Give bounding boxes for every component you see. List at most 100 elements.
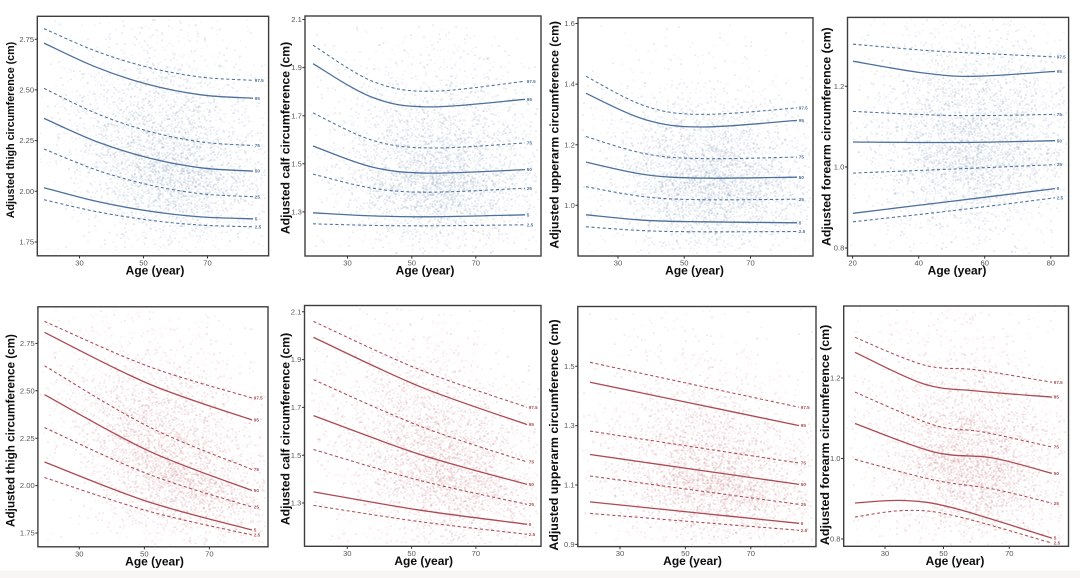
svg-text:1.0: 1.0 xyxy=(834,163,845,172)
svg-text:2.50: 2.50 xyxy=(19,86,34,95)
svg-text:50: 50 xyxy=(254,488,260,493)
svg-text:70: 70 xyxy=(472,549,480,558)
svg-text:2.5: 2.5 xyxy=(529,532,536,537)
svg-text:25: 25 xyxy=(527,186,533,191)
svg-text:1.2: 1.2 xyxy=(834,82,845,91)
svg-text:30: 30 xyxy=(881,549,889,558)
svg-text:2.00: 2.00 xyxy=(19,187,34,196)
svg-text:5: 5 xyxy=(255,216,258,221)
svg-text:0.8: 0.8 xyxy=(834,244,845,253)
svg-text:75: 75 xyxy=(799,155,805,160)
svg-text:97.5: 97.5 xyxy=(255,78,264,83)
svg-text:75: 75 xyxy=(801,461,807,466)
svg-text:1.1: 1.1 xyxy=(564,481,575,490)
svg-text:30: 30 xyxy=(343,549,351,558)
svg-text:1.3: 1.3 xyxy=(291,208,302,217)
svg-text:2.25: 2.25 xyxy=(20,434,35,443)
svg-text:95: 95 xyxy=(529,422,535,427)
svg-text:75: 75 xyxy=(255,143,261,148)
svg-text:2.75: 2.75 xyxy=(19,35,34,44)
svg-text:50: 50 xyxy=(140,549,148,558)
svg-text:50: 50 xyxy=(1057,138,1063,143)
svg-text:1.9: 1.9 xyxy=(291,63,302,72)
svg-text:50: 50 xyxy=(939,549,947,558)
svg-text:2.1: 2.1 xyxy=(291,307,302,316)
svg-text:95: 95 xyxy=(799,118,805,123)
svg-text:1.7: 1.7 xyxy=(291,111,302,120)
svg-text:30: 30 xyxy=(614,259,622,268)
svg-text:5: 5 xyxy=(254,528,257,533)
svg-text:1.3: 1.3 xyxy=(291,499,302,508)
svg-text:0.9: 0.9 xyxy=(564,540,575,549)
svg-text:95: 95 xyxy=(1054,395,1060,400)
svg-text:70: 70 xyxy=(472,259,480,268)
svg-text:50: 50 xyxy=(680,259,688,268)
svg-text:2.00: 2.00 xyxy=(20,481,35,490)
svg-text:Adjusted upperarm circumferenc: Adjusted upperarm circumference (cm) xyxy=(547,21,561,249)
svg-text:1.7: 1.7 xyxy=(291,403,302,412)
svg-text:25: 25 xyxy=(799,197,805,202)
svg-text:2.5: 2.5 xyxy=(801,528,808,533)
svg-text:1.3: 1.3 xyxy=(564,421,575,430)
svg-text:70: 70 xyxy=(1005,549,1013,558)
svg-text:Age (year): Age (year) xyxy=(125,554,184,568)
svg-text:97.5: 97.5 xyxy=(529,405,538,410)
svg-text:1.5: 1.5 xyxy=(291,159,302,168)
svg-text:Adjusted forearm circumference: Adjusted forearm circumference (cm) xyxy=(819,27,833,246)
svg-text:1.4: 1.4 xyxy=(564,80,575,89)
svg-text:2.5: 2.5 xyxy=(255,224,262,229)
svg-text:20: 20 xyxy=(848,259,856,268)
svg-text:Age (year): Age (year) xyxy=(665,264,724,278)
svg-text:80: 80 xyxy=(1047,259,1055,268)
svg-text:75: 75 xyxy=(527,141,533,146)
svg-text:25: 25 xyxy=(1057,162,1063,167)
svg-text:75: 75 xyxy=(1057,112,1063,117)
svg-text:95: 95 xyxy=(255,96,261,101)
svg-text:50: 50 xyxy=(255,169,261,174)
svg-text:5: 5 xyxy=(799,220,802,225)
svg-text:Age (year): Age (year) xyxy=(926,554,985,568)
svg-text:Age (year): Age (year) xyxy=(396,264,455,278)
svg-text:95: 95 xyxy=(527,97,533,102)
svg-text:97.5: 97.5 xyxy=(1057,55,1066,60)
svg-text:50: 50 xyxy=(139,258,147,267)
svg-text:1.75: 1.75 xyxy=(19,238,34,247)
svg-text:25: 25 xyxy=(801,502,807,507)
svg-text:5: 5 xyxy=(801,521,804,526)
svg-text:1.0: 1.0 xyxy=(830,454,841,463)
svg-text:60: 60 xyxy=(980,259,988,268)
svg-text:30: 30 xyxy=(343,259,351,268)
svg-text:30: 30 xyxy=(75,258,83,267)
svg-text:75: 75 xyxy=(529,460,535,465)
svg-text:1.5: 1.5 xyxy=(291,451,302,460)
svg-text:25: 25 xyxy=(254,505,260,510)
svg-text:1.0: 1.0 xyxy=(564,201,575,210)
svg-text:40: 40 xyxy=(914,259,922,268)
svg-text:30: 30 xyxy=(75,549,83,558)
svg-text:2.75: 2.75 xyxy=(20,339,35,348)
svg-text:5: 5 xyxy=(1054,536,1057,541)
svg-text:70: 70 xyxy=(205,549,213,558)
svg-text:50: 50 xyxy=(529,482,535,487)
svg-text:95: 95 xyxy=(1057,69,1063,74)
svg-text:Age (year): Age (year) xyxy=(394,554,453,568)
svg-text:25: 25 xyxy=(255,194,261,199)
svg-text:2.1: 2.1 xyxy=(291,15,302,24)
svg-text:70: 70 xyxy=(747,549,755,558)
svg-text:30: 30 xyxy=(616,549,624,558)
svg-text:Adjusted forearm circumference: Adjusted forearm circumference (cm) xyxy=(818,325,832,545)
svg-text:97.5: 97.5 xyxy=(1054,380,1063,385)
svg-text:Adjusted thigh circumference (: Adjusted thigh circumference (cm) xyxy=(5,334,18,527)
svg-text:5: 5 xyxy=(1057,186,1060,191)
svg-text:70: 70 xyxy=(746,259,754,268)
svg-text:50: 50 xyxy=(1054,471,1060,476)
svg-text:5: 5 xyxy=(529,522,532,527)
svg-text:Age (year): Age (year) xyxy=(928,264,987,278)
svg-text:Age (year): Age (year) xyxy=(126,263,185,277)
svg-text:1.5: 1.5 xyxy=(564,362,575,371)
svg-text:2.5: 2.5 xyxy=(527,222,534,227)
svg-text:75: 75 xyxy=(254,467,260,472)
svg-text:50: 50 xyxy=(527,167,533,172)
svg-text:Adjusted upperarm circumferenc: Adjusted upperarm circumference (cm) xyxy=(547,319,561,550)
svg-text:5: 5 xyxy=(527,212,530,217)
